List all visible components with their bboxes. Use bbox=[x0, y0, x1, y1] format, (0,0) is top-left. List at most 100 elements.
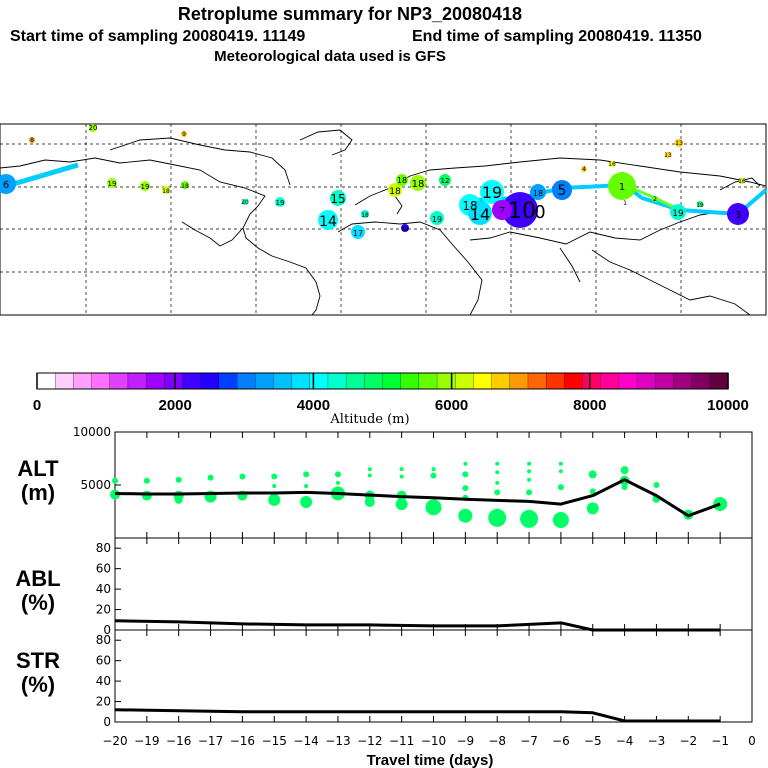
colorbar-cell bbox=[182, 372, 202, 390]
plume-point bbox=[367, 473, 372, 478]
x-tick-label: −17 bbox=[198, 734, 223, 748]
str-ylabel: STR bbox=[16, 648, 60, 673]
colorbar-cell bbox=[564, 372, 584, 390]
map-label: 7 bbox=[499, 206, 505, 217]
plume-point bbox=[175, 476, 182, 483]
map-label: 2 bbox=[653, 196, 657, 203]
plume-point bbox=[335, 480, 340, 485]
plume-point bbox=[526, 489, 533, 496]
plume-point bbox=[589, 488, 596, 495]
plume-point bbox=[557, 484, 564, 491]
plume-point bbox=[430, 472, 437, 479]
panel-frame bbox=[114, 629, 753, 723]
plume-point bbox=[494, 489, 501, 496]
map-label: 19 bbox=[696, 202, 704, 209]
plume-point bbox=[621, 484, 628, 491]
x-tick-label: −9 bbox=[456, 734, 474, 748]
x-tick-label: −3 bbox=[648, 734, 666, 748]
x-tick-label: −2 bbox=[679, 734, 697, 748]
colorbar-cell bbox=[273, 372, 293, 390]
plume-point bbox=[367, 467, 372, 472]
x-tick-label: −16 bbox=[230, 734, 255, 748]
map-label: 13 bbox=[675, 140, 683, 147]
plume-point bbox=[239, 473, 246, 480]
map-label: 18 bbox=[412, 179, 425, 190]
altitude-colorbar: 0 2000 4000 6000 8000 10000 Altitude (m) bbox=[33, 372, 749, 427]
abl-panel: 0 20 40 60 80 bbox=[96, 537, 753, 637]
map-label: 18 bbox=[533, 189, 543, 198]
plume-point bbox=[303, 471, 310, 478]
map-label: 17 bbox=[353, 229, 363, 238]
colorbar-cell bbox=[655, 372, 675, 390]
title-start-time: Start time of sampling 20080419. 11149 bbox=[10, 28, 305, 45]
map-label: 18 bbox=[389, 187, 401, 197]
map-label: 1 bbox=[619, 182, 625, 193]
colorbar-tick-label: 0 bbox=[33, 397, 41, 414]
colorbar-cell bbox=[546, 372, 565, 390]
x-tick-label: 0 bbox=[748, 734, 756, 748]
y-tick-label: 80 bbox=[96, 541, 111, 555]
plume-point bbox=[431, 467, 436, 472]
colorbar-cell bbox=[473, 372, 493, 390]
colorbar-cell bbox=[636, 372, 656, 390]
x-tick-label: −15 bbox=[262, 734, 287, 748]
plume-point bbox=[495, 480, 500, 485]
plume-point bbox=[399, 474, 404, 479]
colorbar-tick-label: 8000 bbox=[573, 397, 606, 414]
y-tick-label: 60 bbox=[96, 562, 111, 576]
colorbar-cell bbox=[127, 372, 147, 390]
y-tick-label: 20 bbox=[96, 603, 111, 617]
colorbar-cell bbox=[236, 372, 256, 390]
colorbar-xlabel: Altitude (m) bbox=[329, 412, 409, 427]
colorbar-tick-label: 2000 bbox=[159, 397, 192, 414]
plume-point bbox=[425, 499, 442, 516]
plume-point bbox=[334, 471, 341, 478]
plume-point bbox=[462, 485, 469, 492]
colorbar-cell bbox=[436, 372, 456, 390]
colorbar-cell bbox=[400, 372, 420, 390]
plume-point bbox=[653, 482, 660, 488]
y-tick-label: 40 bbox=[96, 582, 111, 596]
map-label: 9 bbox=[182, 131, 186, 138]
map-label: 19 bbox=[141, 183, 150, 191]
map-label: 13 bbox=[664, 152, 672, 159]
colorbar-cell bbox=[145, 372, 165, 390]
y-tick-label: 40 bbox=[96, 674, 111, 688]
plume-point bbox=[271, 473, 278, 480]
x-tick-label: −14 bbox=[293, 734, 318, 748]
plume-point bbox=[304, 484, 309, 489]
map-label: 8 bbox=[30, 137, 34, 144]
map-label: 20 bbox=[89, 124, 98, 132]
str-yunit: (%) bbox=[21, 672, 55, 697]
colorbar-cell bbox=[527, 372, 547, 390]
map-label: 16 bbox=[608, 161, 616, 168]
colorbar-cell bbox=[109, 372, 129, 390]
y-tick-label: 5000 bbox=[80, 478, 111, 492]
map-plume-points bbox=[0, 124, 749, 239]
colorbar-cell bbox=[309, 372, 329, 390]
x-tick-label: −8 bbox=[488, 734, 506, 748]
colorbar-cell bbox=[73, 372, 93, 390]
map-label: 14 bbox=[319, 214, 337, 230]
plume-point bbox=[558, 469, 563, 474]
x-tick-label: −6 bbox=[552, 734, 570, 748]
plume-point bbox=[495, 461, 500, 466]
alt-series-line bbox=[114, 478, 721, 518]
plume-point bbox=[527, 477, 532, 482]
plume-point bbox=[620, 466, 629, 475]
map-label: 19 bbox=[482, 183, 502, 202]
x-tick-label: −5 bbox=[584, 734, 602, 748]
y-tick-label: 10000 bbox=[73, 425, 111, 439]
plume-point bbox=[143, 477, 150, 484]
plume-point bbox=[268, 493, 281, 506]
map-label: 18 bbox=[397, 176, 407, 185]
plume-point bbox=[488, 508, 507, 527]
colorbar-cell bbox=[91, 372, 111, 390]
y-tick-label: 60 bbox=[96, 654, 111, 668]
map-label: 18 bbox=[401, 226, 409, 233]
y-tick-label: 0 bbox=[103, 715, 111, 729]
plume-point bbox=[495, 470, 500, 475]
plume-point bbox=[520, 509, 539, 528]
plume-point bbox=[552, 511, 569, 528]
plume-point bbox=[458, 508, 473, 523]
